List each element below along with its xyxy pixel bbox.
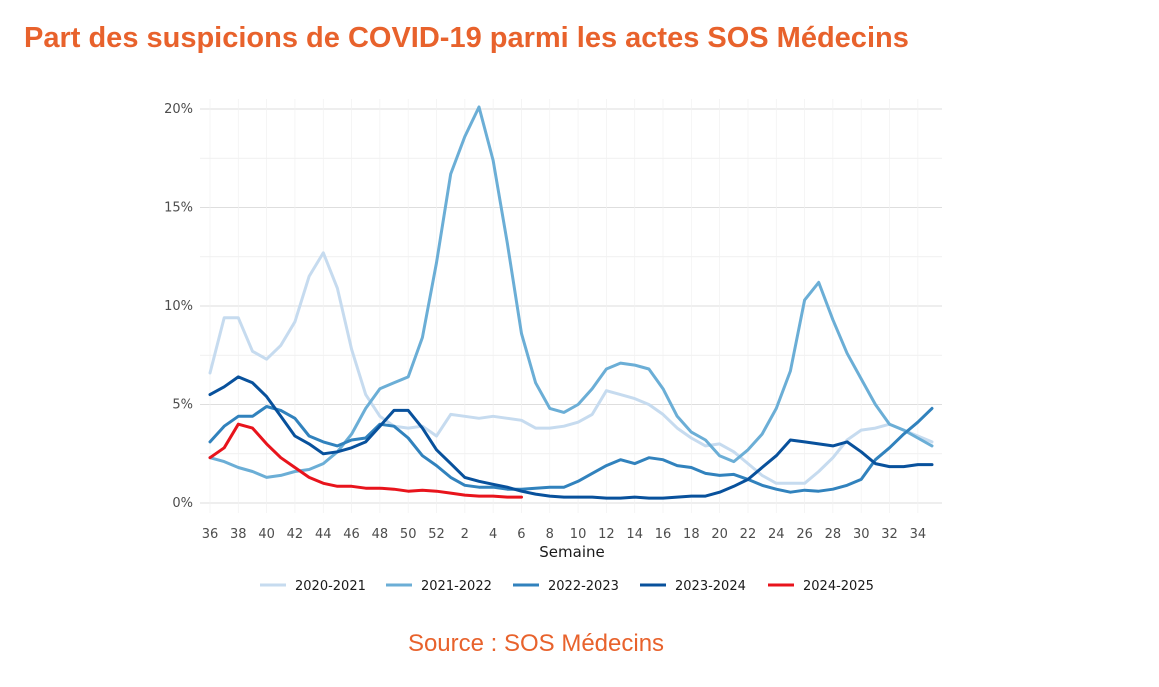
y-tick-label: 20% bbox=[164, 102, 193, 117]
legend-label: 2021-2022 bbox=[421, 579, 492, 594]
x-tick-label: 52 bbox=[428, 527, 445, 542]
legend: 2020-2021 2021-2022 2022-2023 2023-2024 2024… bbox=[260, 579, 874, 594]
series-line-2024-2025 bbox=[208, 422, 523, 499]
x-tick-label: 40 bbox=[258, 527, 275, 542]
series-lines bbox=[208, 105, 934, 500]
chart-title: Part des suspicions de COVID-19 parmi le… bbox=[24, 22, 909, 54]
x-tick-label: 26 bbox=[796, 527, 813, 542]
y-tick-label: 5% bbox=[172, 398, 193, 413]
legend-item: 2022-2023 bbox=[513, 579, 619, 594]
x-tick-label: 22 bbox=[740, 527, 757, 542]
x-tick-label: 10 bbox=[570, 527, 587, 542]
x-tick-label: 42 bbox=[287, 527, 304, 542]
x-tick-label: 2 bbox=[461, 527, 469, 542]
x-tick-label: 48 bbox=[372, 527, 389, 542]
legend-item: 2020-2021 bbox=[260, 579, 366, 594]
y-tick-label: 15% bbox=[164, 201, 193, 216]
series-line-2022-2023 bbox=[208, 405, 934, 494]
x-tick-label: 44 bbox=[315, 527, 332, 542]
grid-lines bbox=[200, 99, 942, 513]
legend-item: 2021-2022 bbox=[386, 579, 492, 594]
x-tick-label: 20 bbox=[711, 527, 728, 542]
x-tick-label: 50 bbox=[400, 527, 417, 542]
x-tick-label: 8 bbox=[546, 527, 554, 542]
x-tick-label: 34 bbox=[910, 527, 927, 542]
x-tick-label: 18 bbox=[683, 527, 700, 542]
x-tick-label: 38 bbox=[230, 527, 247, 542]
x-tick-label: 12 bbox=[598, 527, 615, 542]
legend-item: 2024-2025 bbox=[768, 579, 874, 594]
y-axis-ticks: 0% 5% 10% 15% 20% bbox=[164, 102, 193, 511]
series-line-2023-2024 bbox=[208, 375, 934, 500]
x-tick-label: 30 bbox=[853, 527, 870, 542]
x-tick-label: 46 bbox=[343, 527, 360, 542]
x-tick-label: 6 bbox=[517, 527, 525, 542]
x-tick-label: 4 bbox=[489, 527, 497, 542]
legend-label: 2023-2024 bbox=[675, 579, 746, 594]
x-tick-label: 16 bbox=[655, 527, 672, 542]
x-axis-ticks: 36 38 40 42 44 46 48 50 52 2 4 6 8 10 12 14 16 18 20 22 24 26… bbox=[202, 527, 926, 542]
series-line-2020-2021 bbox=[208, 251, 934, 485]
legend-label: 2022-2023 bbox=[548, 579, 619, 594]
x-axis-title: Semaine bbox=[539, 543, 604, 561]
y-tick-label: 10% bbox=[164, 299, 193, 314]
legend-label: 2024-2025 bbox=[803, 579, 874, 594]
x-tick-label: 28 bbox=[825, 527, 842, 542]
x-tick-label: 14 bbox=[626, 527, 643, 542]
legend-label: 2020-2021 bbox=[295, 579, 366, 594]
x-tick-label: 32 bbox=[881, 527, 898, 542]
x-tick-label: 24 bbox=[768, 527, 785, 542]
series-line-2021-2022 bbox=[208, 105, 934, 479]
y-tick-label: 0% bbox=[172, 496, 193, 511]
x-tick-label: 36 bbox=[202, 527, 219, 542]
source-note: Source : SOS Médecins bbox=[407, 630, 665, 657]
legend-item: 2023-2024 bbox=[640, 579, 746, 594]
